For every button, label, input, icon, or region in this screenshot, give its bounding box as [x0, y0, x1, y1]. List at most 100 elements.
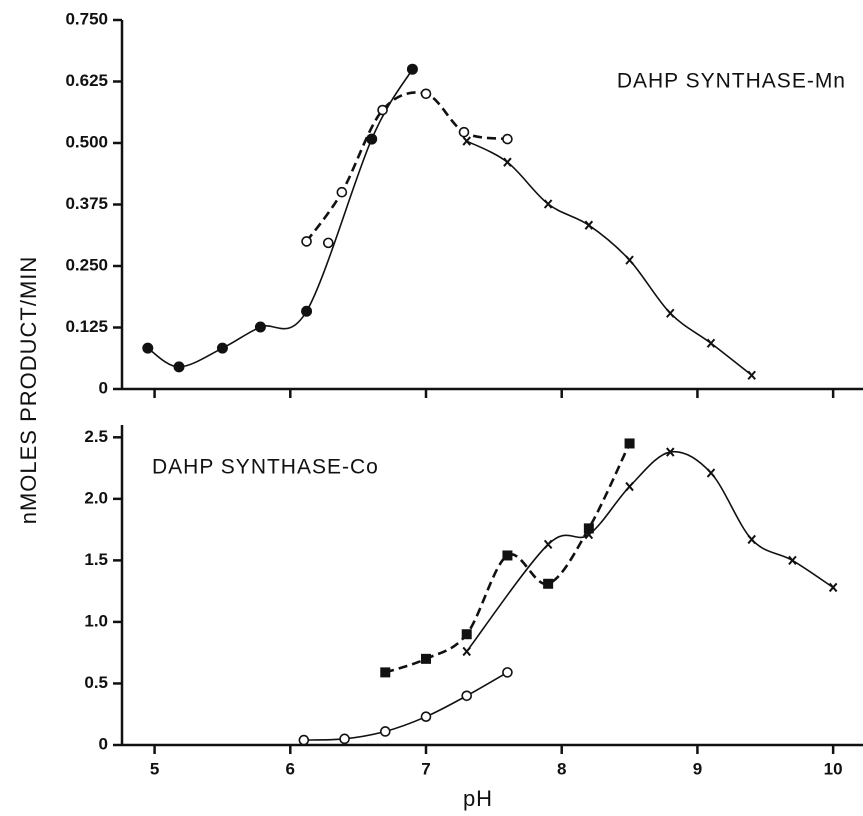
x-tick-label: 10	[824, 759, 843, 778]
marker-stroke	[462, 646, 471, 657]
data-point	[666, 447, 675, 457]
data-point	[502, 667, 513, 678]
y-tick-label: 2.0	[84, 488, 108, 507]
marker-stroke	[462, 136, 471, 146]
y-axis-label: nMOLES PRODUCT/MIN	[16, 256, 41, 525]
data-point	[828, 582, 838, 593]
data-point	[625, 481, 634, 492]
data-point	[254, 321, 266, 333]
marker-dot	[502, 667, 513, 678]
series-line	[147, 68, 414, 368]
data-point	[420, 88, 432, 100]
marker-stroke	[747, 534, 756, 545]
marker-stroke	[666, 308, 675, 318]
data-point	[461, 629, 472, 640]
marker-dot	[502, 133, 513, 145]
marker-square	[421, 653, 431, 664]
y-tick-label: 0.250	[65, 255, 108, 274]
y-tick-label: 0.375	[65, 194, 108, 213]
marker-dot	[377, 104, 388, 116]
y-tick-label: 0.500	[65, 132, 108, 151]
y-tick-label: 0	[99, 378, 108, 397]
marker-square	[461, 629, 472, 640]
data-point	[625, 255, 634, 265]
data-point	[583, 523, 594, 534]
data-point	[462, 136, 471, 146]
data-point	[421, 653, 431, 664]
y-tick-label: 1.0	[84, 611, 108, 630]
data-point	[747, 370, 756, 380]
data-point	[502, 133, 513, 145]
data-point	[458, 126, 470, 138]
series-line	[466, 450, 834, 652]
x-tick-label: 6	[286, 759, 295, 778]
marker-stroke	[706, 468, 716, 478]
data-point	[406, 63, 418, 75]
marker-dot	[336, 186, 348, 198]
marker-stroke	[706, 338, 716, 348]
y-tick-label: 0	[99, 734, 108, 753]
marker-stroke	[747, 370, 756, 380]
y-tick-label: 1.5	[84, 550, 108, 569]
y-tick-label: 0.750	[65, 9, 108, 28]
marker-dot	[322, 237, 334, 249]
data-point	[666, 308, 675, 318]
marker-square	[380, 667, 391, 678]
data-point	[366, 133, 378, 145]
x-axis-label: pH	[463, 786, 493, 811]
data-point	[706, 338, 716, 348]
data-point	[301, 236, 312, 247]
y-tick-label: 0.5	[84, 673, 108, 692]
data-point	[462, 646, 471, 657]
marker-dot	[173, 361, 185, 373]
marker-stroke	[828, 582, 838, 593]
marker-stroke	[625, 255, 634, 265]
marker-square	[624, 438, 635, 449]
panel-annotation: DAHP SYNTHASE-Mn	[617, 70, 846, 93]
marker-dot	[298, 734, 310, 746]
data-point	[747, 534, 756, 545]
data-point	[584, 220, 594, 230]
data-point	[503, 157, 512, 167]
marker-stroke	[584, 220, 594, 230]
marker-dot	[420, 711, 432, 722]
data-point	[461, 690, 473, 702]
panel-annotation: DAHP SYNTHASE-Co	[152, 456, 379, 479]
data-point	[336, 186, 348, 198]
data-point	[502, 550, 513, 561]
data-point	[142, 342, 154, 354]
marker-stroke	[503, 157, 512, 167]
marker-dot	[461, 690, 473, 702]
data-point	[543, 539, 553, 550]
marker-dot	[458, 126, 470, 138]
data-point	[624, 438, 635, 449]
marker-stroke	[666, 447, 675, 457]
data-point	[420, 711, 432, 722]
y-tick-label: 0.125	[65, 317, 108, 336]
marker-dot	[406, 63, 418, 75]
series-line	[303, 671, 508, 741]
data-point	[380, 667, 391, 678]
marker-dot	[254, 321, 266, 333]
data-point	[322, 237, 334, 249]
data-point	[543, 199, 553, 209]
data-point	[339, 733, 350, 745]
marker-stroke	[584, 529, 594, 540]
y-tick-label: 0.625	[65, 71, 108, 90]
data-point	[788, 555, 797, 566]
marker-dot	[339, 733, 350, 745]
data-point	[377, 104, 388, 116]
data-point	[543, 578, 554, 589]
x-tick-label: 8	[557, 759, 566, 778]
data-point	[216, 342, 228, 354]
x-tick-label: 5	[150, 759, 159, 778]
x-tick-label: 7	[421, 759, 430, 778]
marker-stroke	[543, 199, 553, 209]
marker-dot	[379, 726, 391, 737]
marker-square	[543, 578, 554, 589]
marker-stroke	[543, 539, 553, 550]
marker-stroke	[625, 481, 634, 492]
marker-dot	[301, 236, 312, 247]
marker-dot	[216, 342, 228, 354]
